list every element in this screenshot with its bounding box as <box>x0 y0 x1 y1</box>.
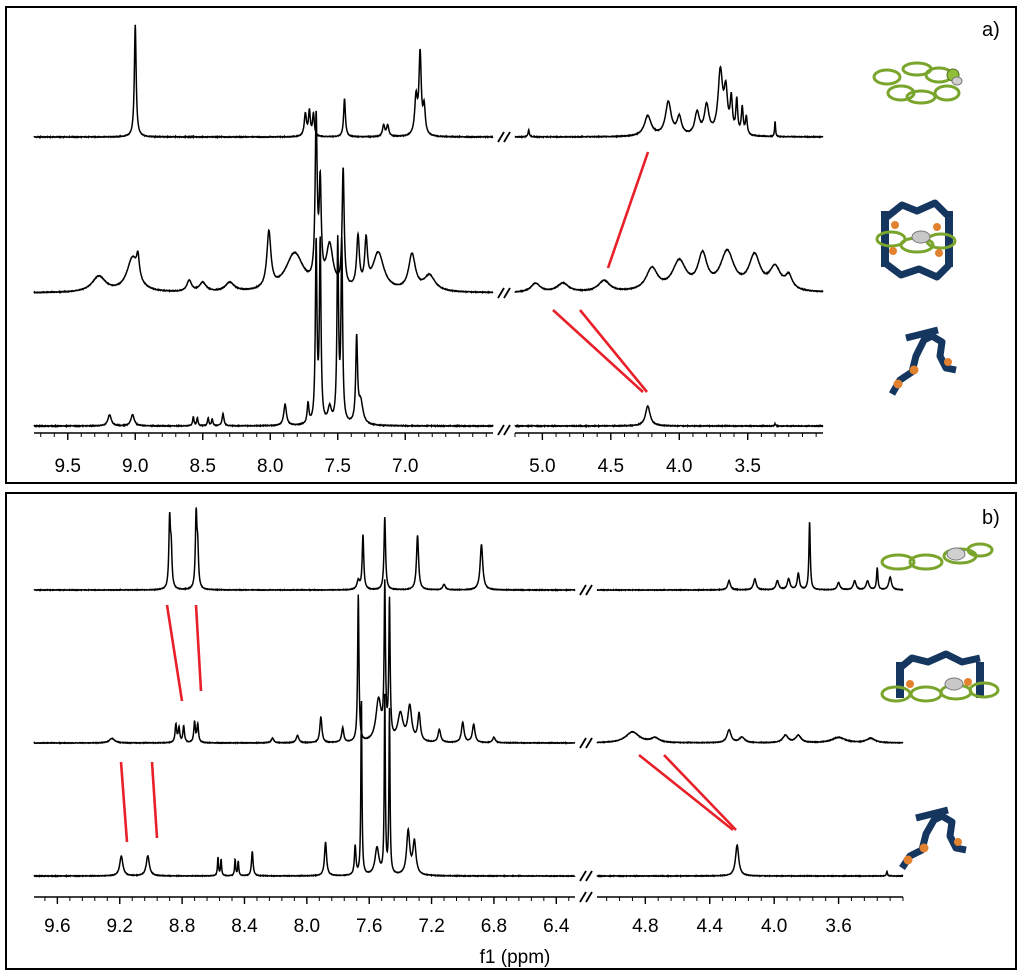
tick-label: 4.5 <box>598 456 624 477</box>
tick-label: 4.8 <box>632 916 658 937</box>
tick-label: 4.0 <box>666 456 692 477</box>
spectrum-trace <box>514 248 824 294</box>
tick-label: 3.6 <box>825 916 851 937</box>
correlation-line <box>663 754 737 831</box>
axis-break-mark <box>585 870 593 882</box>
tick-label: 7.5 <box>325 456 351 477</box>
axis-break-mark <box>503 424 511 436</box>
tick-label: 9.6 <box>44 916 70 937</box>
tick-label: 3.5 <box>735 456 761 477</box>
spectrum-trace <box>514 404 824 429</box>
panel-a-label: a) <box>982 19 1000 41</box>
axis-break-mark <box>579 737 587 749</box>
tick-label: 8.0 <box>257 456 283 477</box>
guest-molecule-icon <box>872 61 963 105</box>
correlation-line <box>606 151 650 269</box>
panel-b-frame <box>5 492 1017 970</box>
ligand-icon <box>899 806 967 870</box>
spectrum-trace <box>596 522 904 592</box>
tick-label: 5.0 <box>529 456 555 477</box>
correlation-line <box>194 604 203 692</box>
axis-break-mark <box>585 891 593 903</box>
axis-break-mark <box>585 737 593 749</box>
axis-break-mark <box>497 287 505 299</box>
correlation-line <box>638 753 734 832</box>
tick-label: 4.0 <box>761 916 787 937</box>
tick-label: 6.8 <box>481 916 507 937</box>
spectrum-trace <box>33 235 494 429</box>
tick-label: 6.4 <box>543 916 570 937</box>
axis-break-mark <box>579 891 587 903</box>
tick-label: 4.4 <box>697 916 724 937</box>
spectrum-trace <box>33 579 576 745</box>
panel-a-correlation-lines <box>552 151 650 393</box>
spectrum-trace <box>33 507 576 592</box>
panel-a-plot: 9.5 9.0 8.5 8.0 7.5 7.0 5.0 4.5 4.0 3.5 <box>33 24 824 477</box>
x-axis-title: f1 (ppm) <box>480 947 551 968</box>
axis-break-mark <box>579 870 587 882</box>
axis-break-mark <box>503 287 511 299</box>
spectrum-trace <box>33 110 494 295</box>
correlation-line <box>119 761 129 843</box>
tick-label: 8.0 <box>294 916 320 937</box>
tick-label: 9.2 <box>107 916 133 937</box>
panel-b-label: b) <box>982 507 1000 529</box>
guest-molecule-icon <box>880 542 994 571</box>
panel-a-frame <box>5 6 1017 484</box>
tick-label: 7.0 <box>392 456 418 477</box>
tick-label: 8.4 <box>231 916 258 937</box>
panel-b-correlation-lines <box>119 604 737 843</box>
axis-break-mark <box>585 584 593 596</box>
axis-break-mark <box>503 131 511 143</box>
ligand-icon <box>888 326 957 396</box>
axis-break-mark <box>579 584 587 596</box>
spectrum-trace <box>596 728 904 745</box>
tick-label: 9.5 <box>55 456 81 477</box>
correlation-line <box>578 309 649 393</box>
complex-cage-icon <box>875 199 957 281</box>
axis-break-mark <box>497 424 505 436</box>
spectrum-trace <box>514 65 824 139</box>
tick-label: 7.6 <box>356 916 382 937</box>
tick-label: 7.2 <box>418 916 444 937</box>
axis-break-mark <box>497 131 505 143</box>
correlation-line <box>165 604 184 702</box>
spectrum-trace <box>596 843 904 878</box>
complex-cage-icon <box>880 650 1000 703</box>
tick-label: 8.8 <box>169 916 195 937</box>
correlation-line <box>150 761 159 839</box>
tick-label: 9.0 <box>122 456 148 477</box>
spectrum-trace <box>33 693 576 878</box>
tick-label: 8.5 <box>190 456 216 477</box>
spectrum-trace <box>33 24 494 140</box>
panel-b-plot: 9.6 9.2 8.8 8.4 8.0 7.6 7.2 6.8 6.4 4.8 4.4 4.0 3.6 <box>33 507 904 937</box>
correlation-line <box>552 309 644 393</box>
